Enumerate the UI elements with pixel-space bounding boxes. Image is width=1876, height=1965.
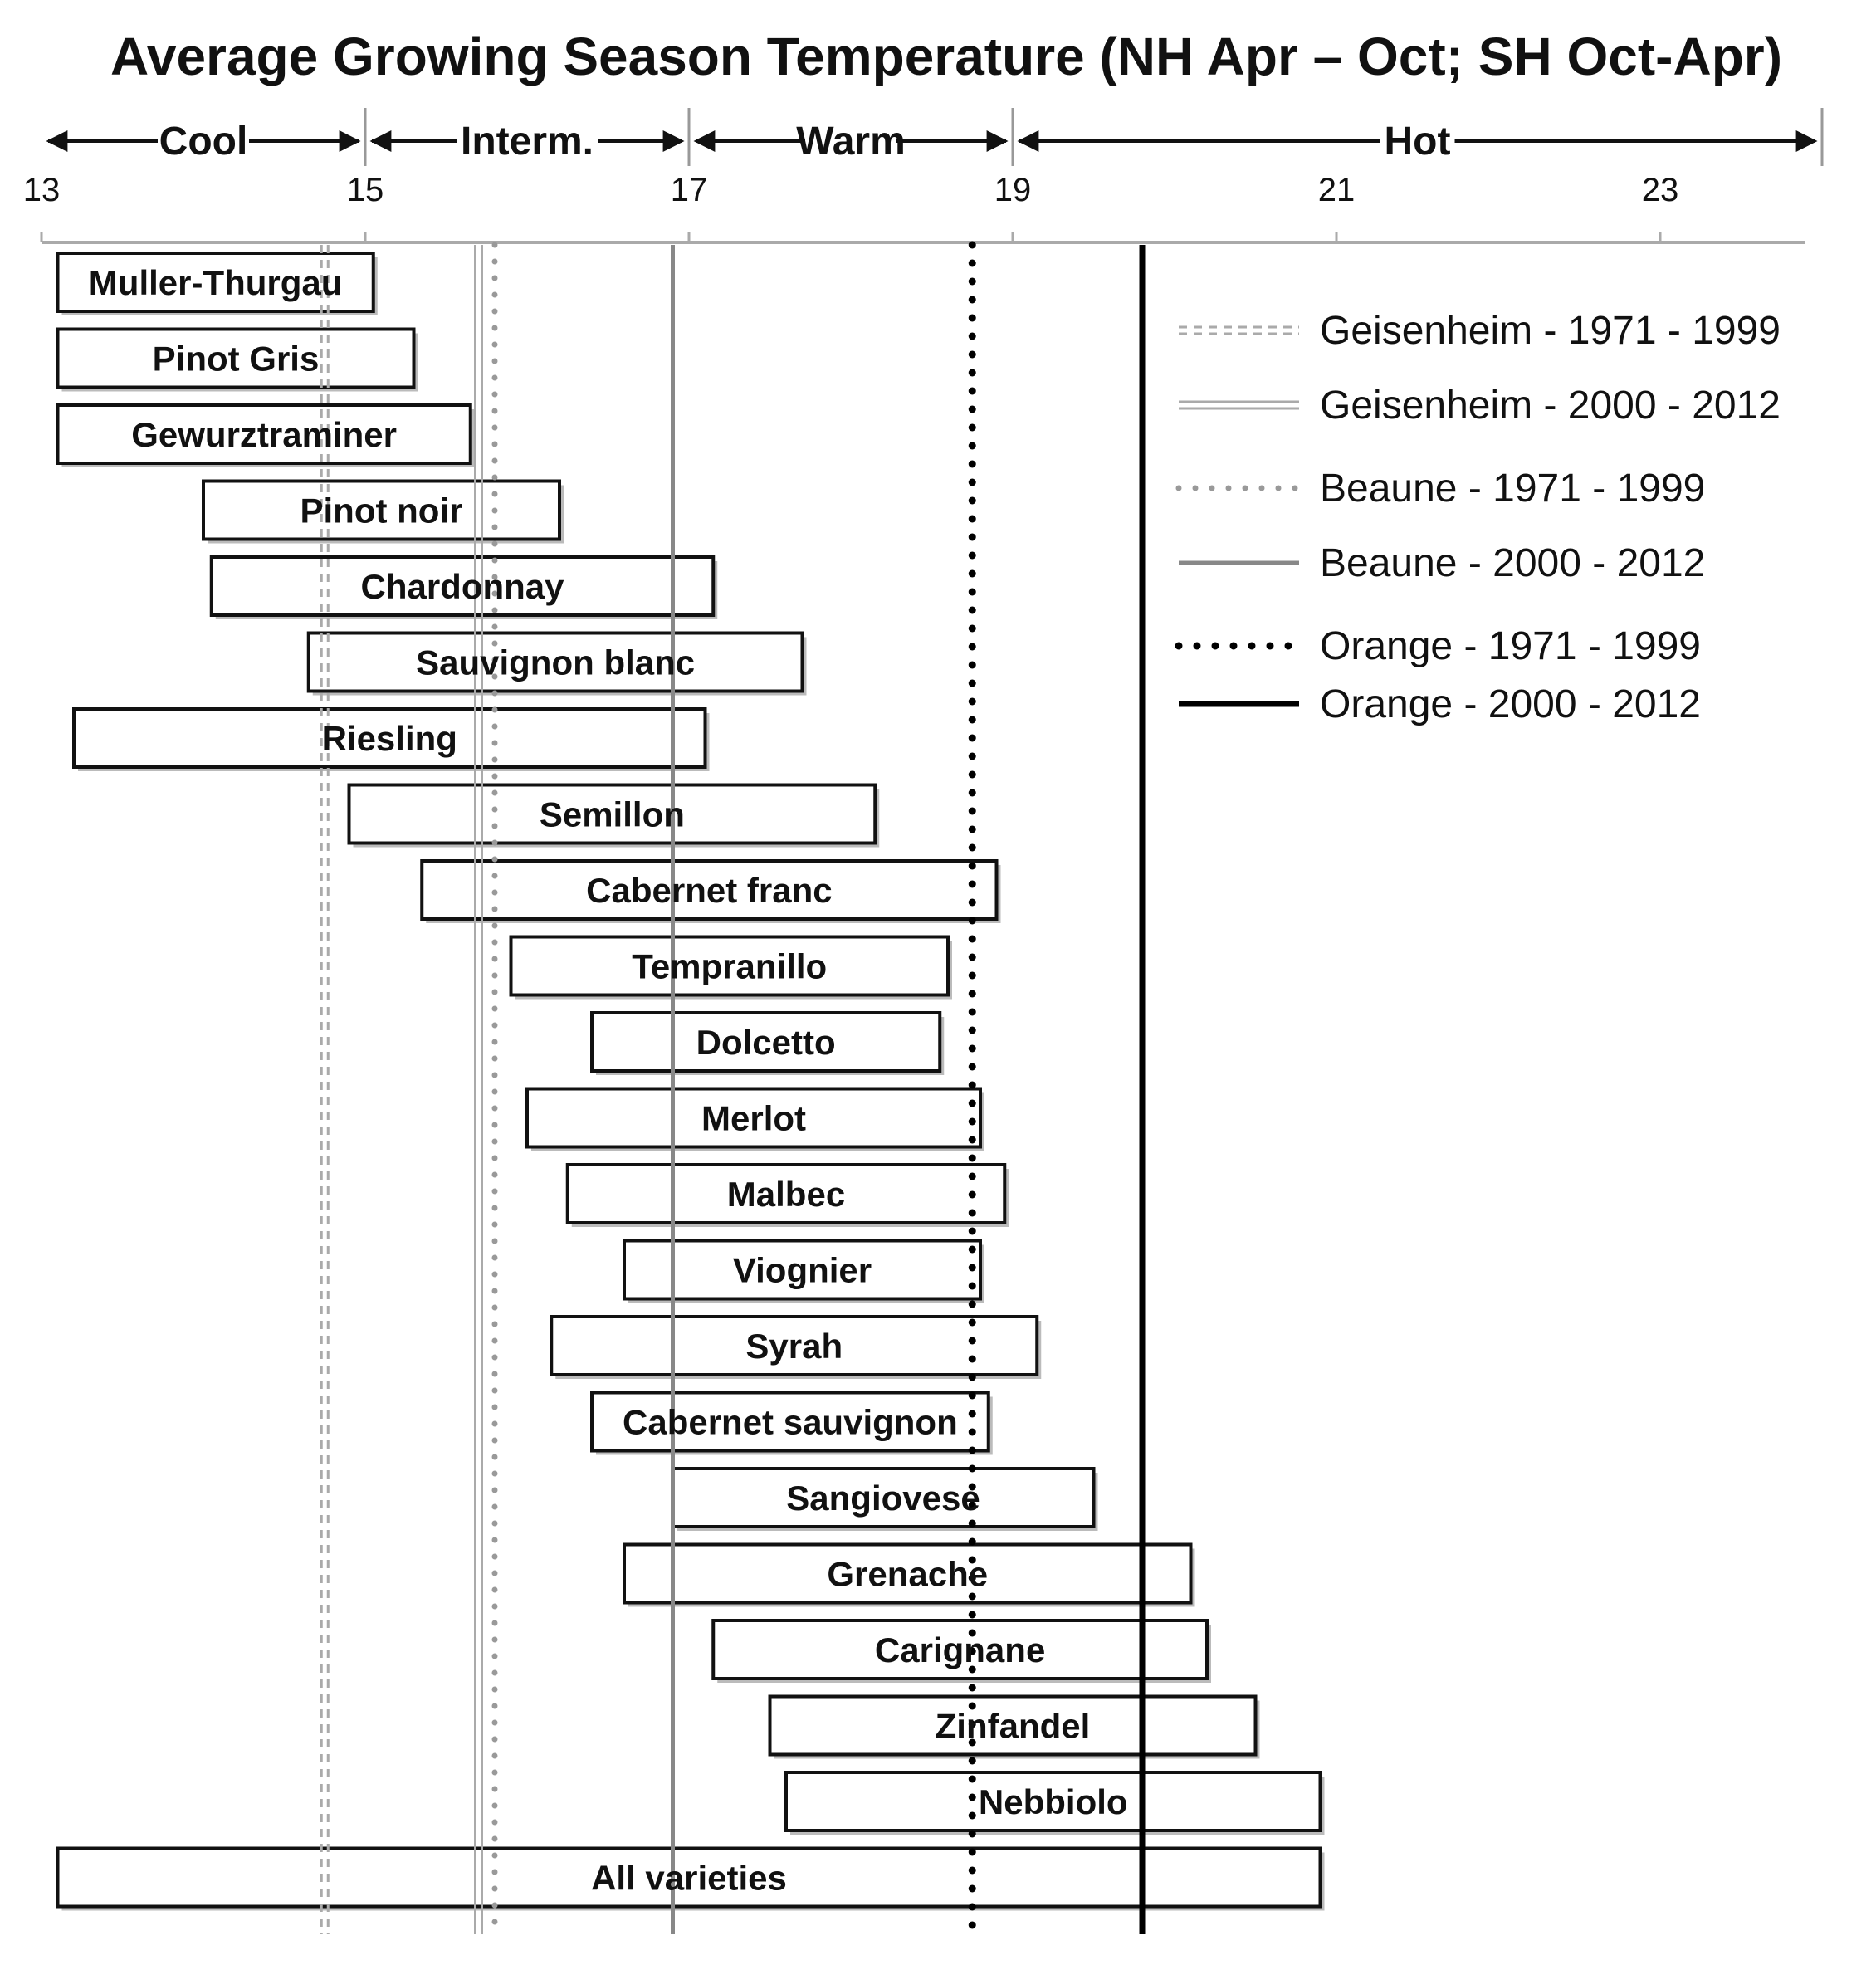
legend-label: Geisenheim - 2000 - 2012 — [1320, 384, 1781, 428]
variety-bar — [590, 1391, 990, 1453]
variety-label: All varieties — [591, 1859, 787, 1898]
zone-interm: Interm. — [369, 120, 685, 164]
variety-bar — [784, 1771, 1322, 1832]
variety-label: Dolcetto — [696, 1023, 836, 1062]
variety-bar — [72, 707, 707, 769]
variety-label: Malbec — [727, 1175, 845, 1214]
legend-label: Beaune - 2000 - 2012 — [1320, 541, 1705, 585]
variety-label: Muller-Thurgau — [89, 263, 343, 302]
x-tick-label: 23 — [1642, 172, 1679, 208]
variety-label: Zinfandel — [936, 1707, 1091, 1746]
variety-bar — [347, 783, 877, 845]
x-axis: 13 15 17 19 21 23 — [23, 172, 1805, 244]
variety-bar — [56, 327, 416, 389]
variety-bar — [565, 1163, 1007, 1224]
variety-range-bars — [56, 252, 1325, 1911]
variety-label: Cabernet sauvignon — [623, 1403, 958, 1442]
variety-label: Pinot noir — [300, 491, 463, 530]
legend-item: Orange - 2000 - 2012 — [1179, 682, 1701, 726]
variety-label: Chardonnay — [360, 567, 564, 606]
variety-label: Merlot — [701, 1099, 806, 1138]
variety-bar — [56, 403, 472, 465]
variety-bar — [768, 1694, 1258, 1757]
variety-bar — [209, 555, 716, 617]
chart-title: Average Growing Season Temperature (NH A… — [110, 27, 1782, 86]
station-temperature-lines — [320, 241, 1146, 1938]
zone-label: Interm. — [461, 120, 594, 164]
x-tick-label: 17 — [671, 172, 708, 208]
legend-item: Geisenheim - 2000 - 2012 — [1179, 384, 1781, 428]
variety-label: Pinot Gris — [153, 340, 320, 379]
zone-label: Cool — [159, 120, 248, 164]
variety-bar — [202, 479, 561, 541]
x-tick-label: 13 — [23, 172, 61, 208]
legend-label: Geisenheim - 1971 - 1999 — [1320, 309, 1781, 353]
legend-label: Orange - 1971 - 1999 — [1320, 624, 1701, 668]
variety-label: Sangiovese — [786, 1479, 980, 1518]
variety-bar — [420, 859, 999, 921]
variety-label: Viognier — [733, 1251, 872, 1290]
variety-label: Gewurztraminer — [131, 415, 397, 454]
zone-label: Hot — [1385, 120, 1451, 164]
variety-label: Semillon — [540, 795, 685, 834]
variety-bar — [306, 631, 804, 693]
x-tick-label: 15 — [347, 172, 384, 208]
zone-cool: Cool — [46, 120, 361, 164]
variety-bar — [525, 1087, 982, 1149]
variety-bar — [509, 935, 950, 997]
variety-bar — [711, 1619, 1209, 1680]
zone-warm: Warm — [693, 120, 1009, 164]
variety-label: Tempranillo — [632, 947, 827, 986]
variety-label: Carignane — [875, 1630, 1045, 1669]
variety-label: Nebbiolo — [979, 1782, 1128, 1821]
climate-zone-arrows: Cool Interm. Warm Hot — [46, 108, 1824, 166]
legend-item: Beaune - 1971 - 1999 — [1175, 467, 1705, 511]
variety-label: Sauvignon blanc — [416, 643, 695, 682]
legend-label: Beaune - 1971 - 1999 — [1320, 467, 1705, 511]
variety-bar — [623, 1239, 982, 1301]
zone-hot: Hot — [1017, 120, 1818, 164]
variety-label: Cabernet franc — [586, 871, 832, 910]
x-tick-label: 19 — [994, 172, 1032, 208]
variety-label: Syrah — [745, 1327, 843, 1366]
legend: Geisenheim - 1971 - 1999 Geisenheim - 200… — [1175, 309, 1781, 726]
variety-bar — [623, 1542, 1193, 1605]
legend-item: Beaune - 2000 - 2012 — [1179, 541, 1705, 585]
x-tick-label: 21 — [1318, 172, 1356, 208]
zone-label: Warm — [796, 120, 906, 164]
legend-item: Orange - 1971 - 1999 — [1175, 624, 1701, 668]
variety-bar — [56, 1846, 1322, 1909]
variety-bar — [590, 1011, 942, 1073]
variety-label: Grenache — [827, 1555, 988, 1594]
legend-label: Orange - 2000 - 2012 — [1320, 682, 1701, 726]
variety-label: Riesling — [322, 719, 457, 758]
variety-labels: Muller-Thurgau Pinot Gris Gewurztraminer Pi… — [89, 263, 1128, 1898]
variety-bar — [550, 1315, 1039, 1376]
legend-item: Geisenheim - 1971 - 1999 — [1179, 309, 1781, 353]
